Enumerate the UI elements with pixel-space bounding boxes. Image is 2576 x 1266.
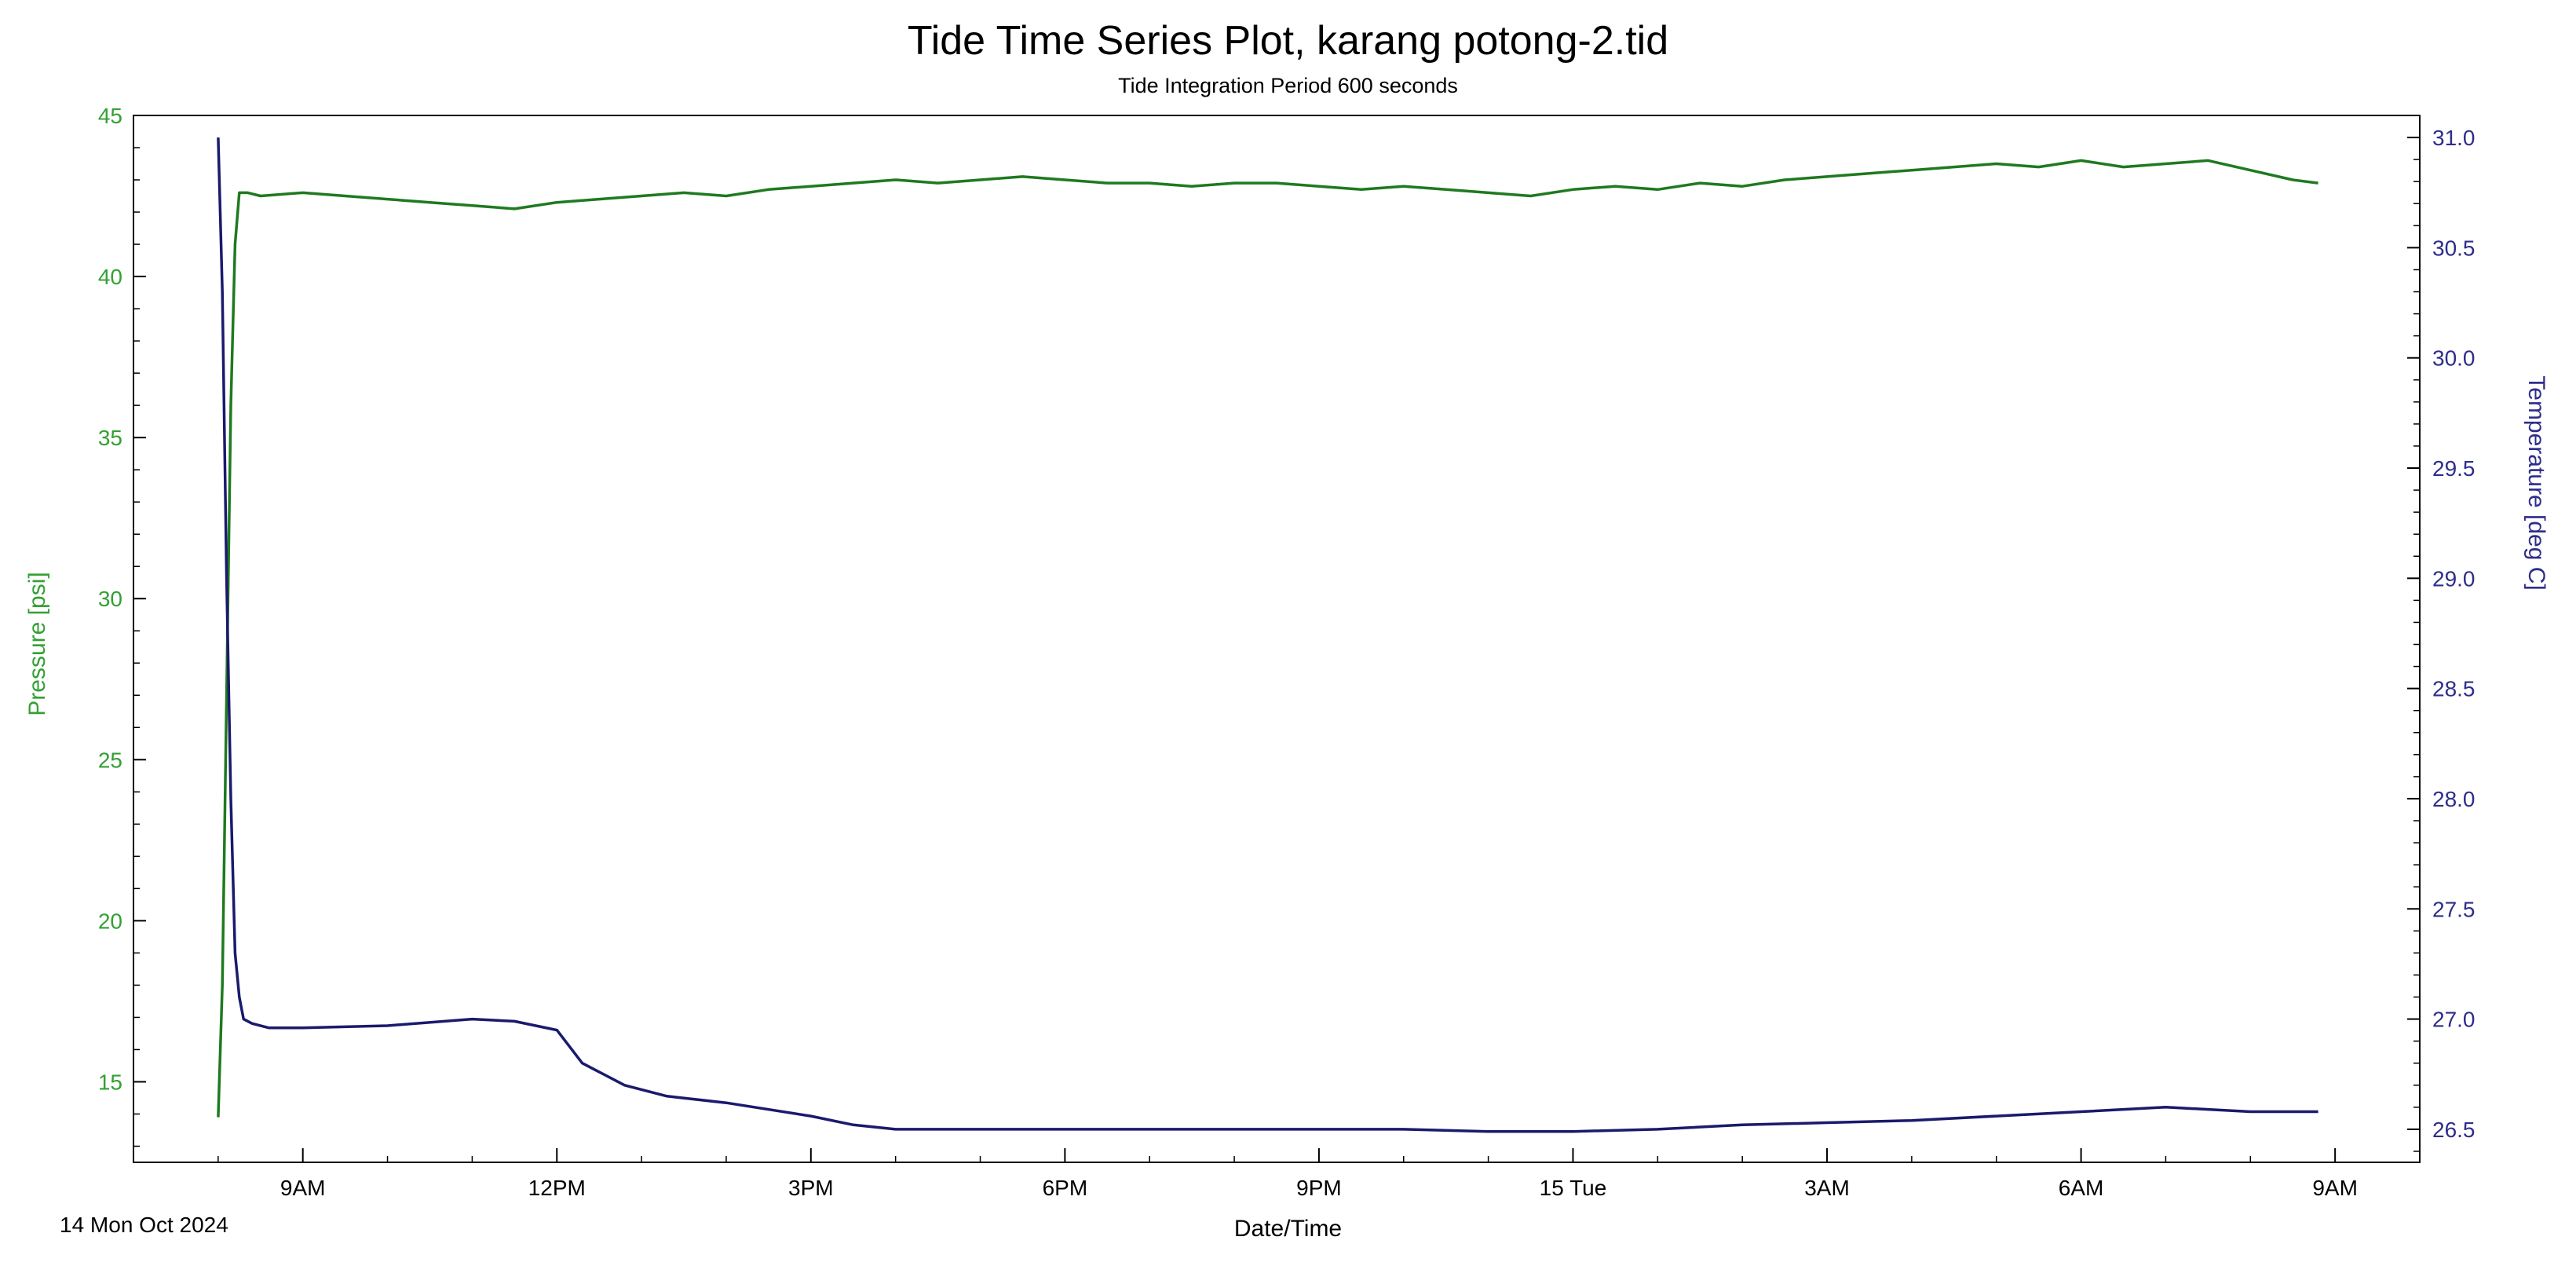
plot-frame xyxy=(133,115,2421,1163)
x-tick-label: 15 Tue xyxy=(1540,1176,1607,1200)
y-right-tick-label: 29.5 xyxy=(2432,456,2476,481)
y-right-tick-label: 31.0 xyxy=(2432,126,2476,150)
y-axis-left-label: Pressure [psi] xyxy=(24,572,50,716)
y-axis-right-label: Temperature [deg C] xyxy=(2523,375,2549,591)
y-right-tick-label: 27.0 xyxy=(2432,1008,2476,1032)
y-right-tick-label: 28.0 xyxy=(2432,787,2476,811)
y-left-tick-label: 20 xyxy=(98,909,122,933)
y-right-tick-label: 26.5 xyxy=(2432,1118,2476,1142)
y-left-tick-label: 25 xyxy=(98,748,122,772)
x-axis-label: Date/Time xyxy=(1233,1216,1343,1242)
y-left-tick-label: 15 xyxy=(98,1070,122,1094)
x-tick-label: 9AM xyxy=(280,1176,326,1200)
y-left-tick-label: 45 xyxy=(98,104,122,128)
x-tick-label: 6AM xyxy=(2059,1176,2104,1200)
chart-title: Tide Time Series Plot, karang potong-2.t… xyxy=(907,18,1669,64)
pressure-series-line xyxy=(217,159,2318,1118)
x-tick-label: 3PM xyxy=(788,1176,834,1200)
y-right-tick-label: 28.5 xyxy=(2432,677,2476,701)
y-right-tick-label: 30.5 xyxy=(2432,236,2476,260)
start-date-label: 14 Mon Oct 2024 xyxy=(60,1213,228,1237)
x-tick-label: 12PM xyxy=(528,1176,586,1200)
y-right-tick-label: 29.0 xyxy=(2432,566,2476,591)
y-left-tick-label: 35 xyxy=(98,426,122,450)
x-tick-label: 9AM xyxy=(2312,1176,2358,1200)
y-left-tick-label: 40 xyxy=(98,265,122,289)
y-right-tick-label: 27.5 xyxy=(2432,897,2476,921)
x-tick-label: 6PM xyxy=(1043,1176,1088,1200)
chart-subtitle: Tide Integration Period 600 seconds xyxy=(1118,74,1458,97)
y-left-tick-label: 30 xyxy=(98,587,122,611)
temperature-series-line xyxy=(217,137,2318,1133)
x-tick-label: 3AM xyxy=(1804,1176,1850,1200)
x-tick-label: 9PM xyxy=(1296,1176,1342,1200)
y-right-tick-label: 30.0 xyxy=(2432,346,2476,371)
